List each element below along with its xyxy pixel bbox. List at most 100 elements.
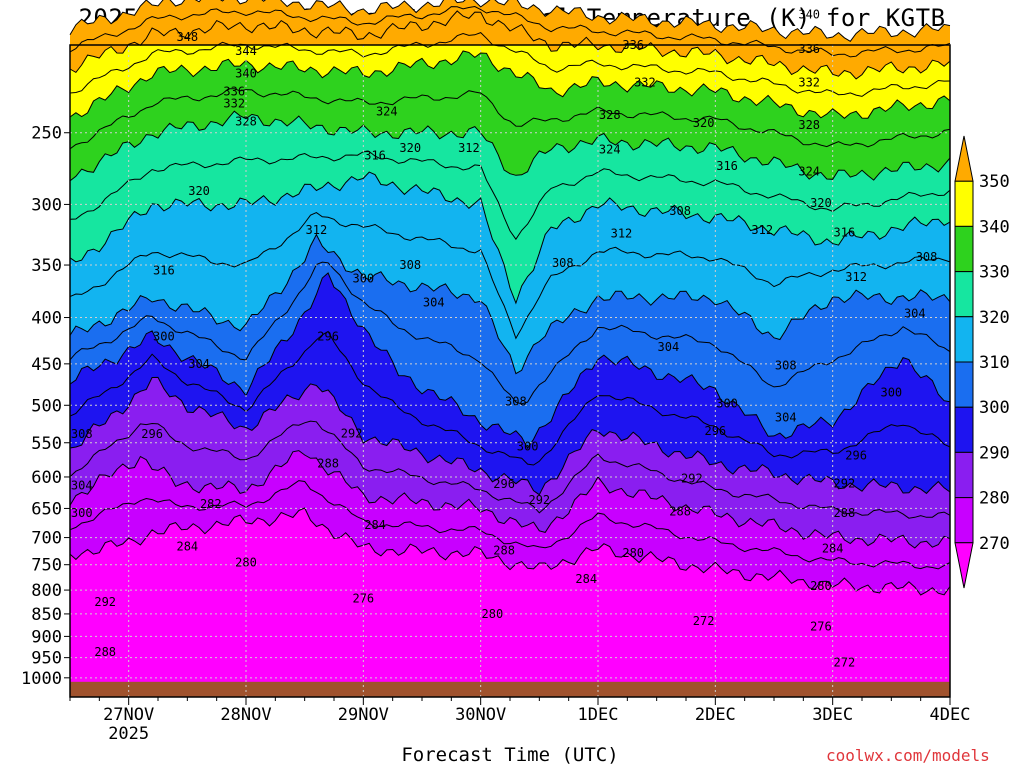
- contour-label: 328: [599, 108, 621, 122]
- contour-label: 348: [176, 30, 198, 44]
- colorbar-swatch: [954, 451, 974, 499]
- colorbar-label: 350: [979, 172, 1010, 192]
- theta-fill-bands: [70, 0, 950, 697]
- colorbar-swatch: [954, 135, 974, 182]
- colorbar-swatch: [954, 497, 974, 544]
- colorbar-label: 280: [979, 489, 1010, 509]
- contour-line-mid-288: [69, 420, 951, 519]
- contour-line-292: [69, 376, 951, 496]
- surface-terrain: [70, 681, 950, 697]
- colorbar-label: 340: [979, 217, 1010, 237]
- contour-label: 308: [399, 258, 421, 272]
- contour-label: 308: [775, 359, 797, 373]
- contour-label: 332: [634, 75, 656, 89]
- y-tick-label: 350: [31, 256, 62, 276]
- x-tick-label: 27NOV: [103, 705, 154, 725]
- contour-label: 320: [399, 141, 421, 155]
- contour-label: 324: [798, 165, 820, 179]
- x-tick-label: 3DEC: [812, 705, 853, 725]
- x-tick-label: 4DEC: [930, 705, 971, 725]
- contour-label: 304: [904, 307, 926, 321]
- contour-label: 340: [798, 7, 820, 21]
- x-tick-label: 30NOV: [455, 705, 506, 725]
- contour-label: 296: [141, 427, 163, 441]
- contour-label: 296: [845, 448, 867, 462]
- source-credit[interactable]: coolwx.com/models: [826, 746, 990, 765]
- contour-label: 308: [916, 250, 938, 264]
- contour-label: 308: [552, 256, 574, 270]
- colorbar-swatch: [954, 316, 974, 363]
- contour-label: 300: [517, 439, 539, 453]
- y-tick-label: 300: [31, 195, 62, 215]
- contour-label: 280: [622, 546, 644, 560]
- contour-label: 304: [658, 340, 680, 354]
- contour-label: 304: [775, 411, 797, 425]
- colorbar-label: 320: [979, 308, 1010, 328]
- y-tick-label: 450: [31, 355, 62, 375]
- y-tick-label: 1000: [21, 669, 62, 689]
- contour-label: 328: [798, 118, 820, 132]
- contour-label: 300: [153, 330, 175, 344]
- contour-label: 328: [235, 115, 257, 129]
- theta-band-10: [70, 0, 950, 45]
- contour-label: 292: [94, 595, 116, 609]
- y-tick-label: 700: [31, 529, 62, 549]
- y-tick-label: 550: [31, 434, 62, 454]
- colorbar-label: 300: [979, 398, 1010, 418]
- contour-label: 312: [751, 223, 773, 237]
- x-tick-label: 28NOV: [220, 705, 271, 725]
- colorbar-swatch: [954, 542, 974, 589]
- colorbar-swatch: [954, 271, 974, 318]
- contour-label: 316: [153, 264, 175, 278]
- contour-label: 284: [822, 542, 844, 556]
- contour-label: 308: [71, 427, 93, 441]
- colorbar-swatch: [954, 361, 974, 408]
- contour-label: 324: [376, 105, 398, 119]
- contour-line-mid-312: [69, 212, 951, 340]
- contour-line-mid-304: [69, 261, 951, 405]
- y-tick-label: 850: [31, 605, 62, 625]
- contour-line-332: [69, 50, 951, 119]
- colorbar-label: 310: [979, 353, 1010, 373]
- colorbar-label: 290: [979, 443, 1010, 463]
- contour-label: 308: [505, 394, 527, 408]
- contour-label: 316: [716, 159, 738, 173]
- contour-label: 332: [223, 96, 245, 110]
- contour-label: 288: [94, 645, 116, 659]
- contour-label: 272: [834, 656, 856, 670]
- contour-label: 312: [611, 226, 633, 240]
- contour-label: 288: [493, 543, 515, 557]
- contour-label: 320: [693, 116, 715, 130]
- colorbar-swatch: [954, 180, 974, 227]
- x-axis-title: Forecast Time (UTC): [401, 744, 619, 766]
- contour-label: 304: [423, 296, 445, 310]
- contour-label: 296: [704, 424, 726, 438]
- contour-label: 344: [235, 44, 257, 58]
- theta-band-3: [70, 273, 950, 495]
- contour-label: 288: [834, 506, 856, 520]
- contour-label: 292: [341, 426, 363, 440]
- contour-label: 280: [810, 579, 832, 593]
- contour-line-348: [69, 0, 951, 42]
- contour-line-276: [69, 507, 951, 596]
- theta-band-4: [70, 234, 950, 449]
- contour-label: 296: [493, 477, 515, 491]
- contour-label: 276: [810, 620, 832, 634]
- x-tick-label: 1DEC: [578, 705, 619, 725]
- contour-label: 340: [235, 66, 257, 80]
- contour-label: 336: [223, 84, 245, 98]
- contour-label: 304: [188, 357, 210, 371]
- contour-label: 276: [352, 591, 374, 605]
- contour-label: 316: [834, 225, 856, 239]
- contour-line-308: [69, 233, 951, 375]
- contour-label: 280: [235, 556, 257, 570]
- colorbar-swatch: [954, 225, 974, 273]
- contour-label: 316: [364, 149, 386, 163]
- colorbar-swatch: [954, 406, 974, 453]
- contour-line-mid-320: [69, 150, 951, 241]
- colorbar-label: 270: [979, 534, 1010, 554]
- contour-label: 282: [200, 497, 222, 511]
- theta-band-0: [70, 508, 950, 697]
- contour-line-mid-328: [69, 88, 951, 150]
- contour-label: 300: [71, 506, 93, 520]
